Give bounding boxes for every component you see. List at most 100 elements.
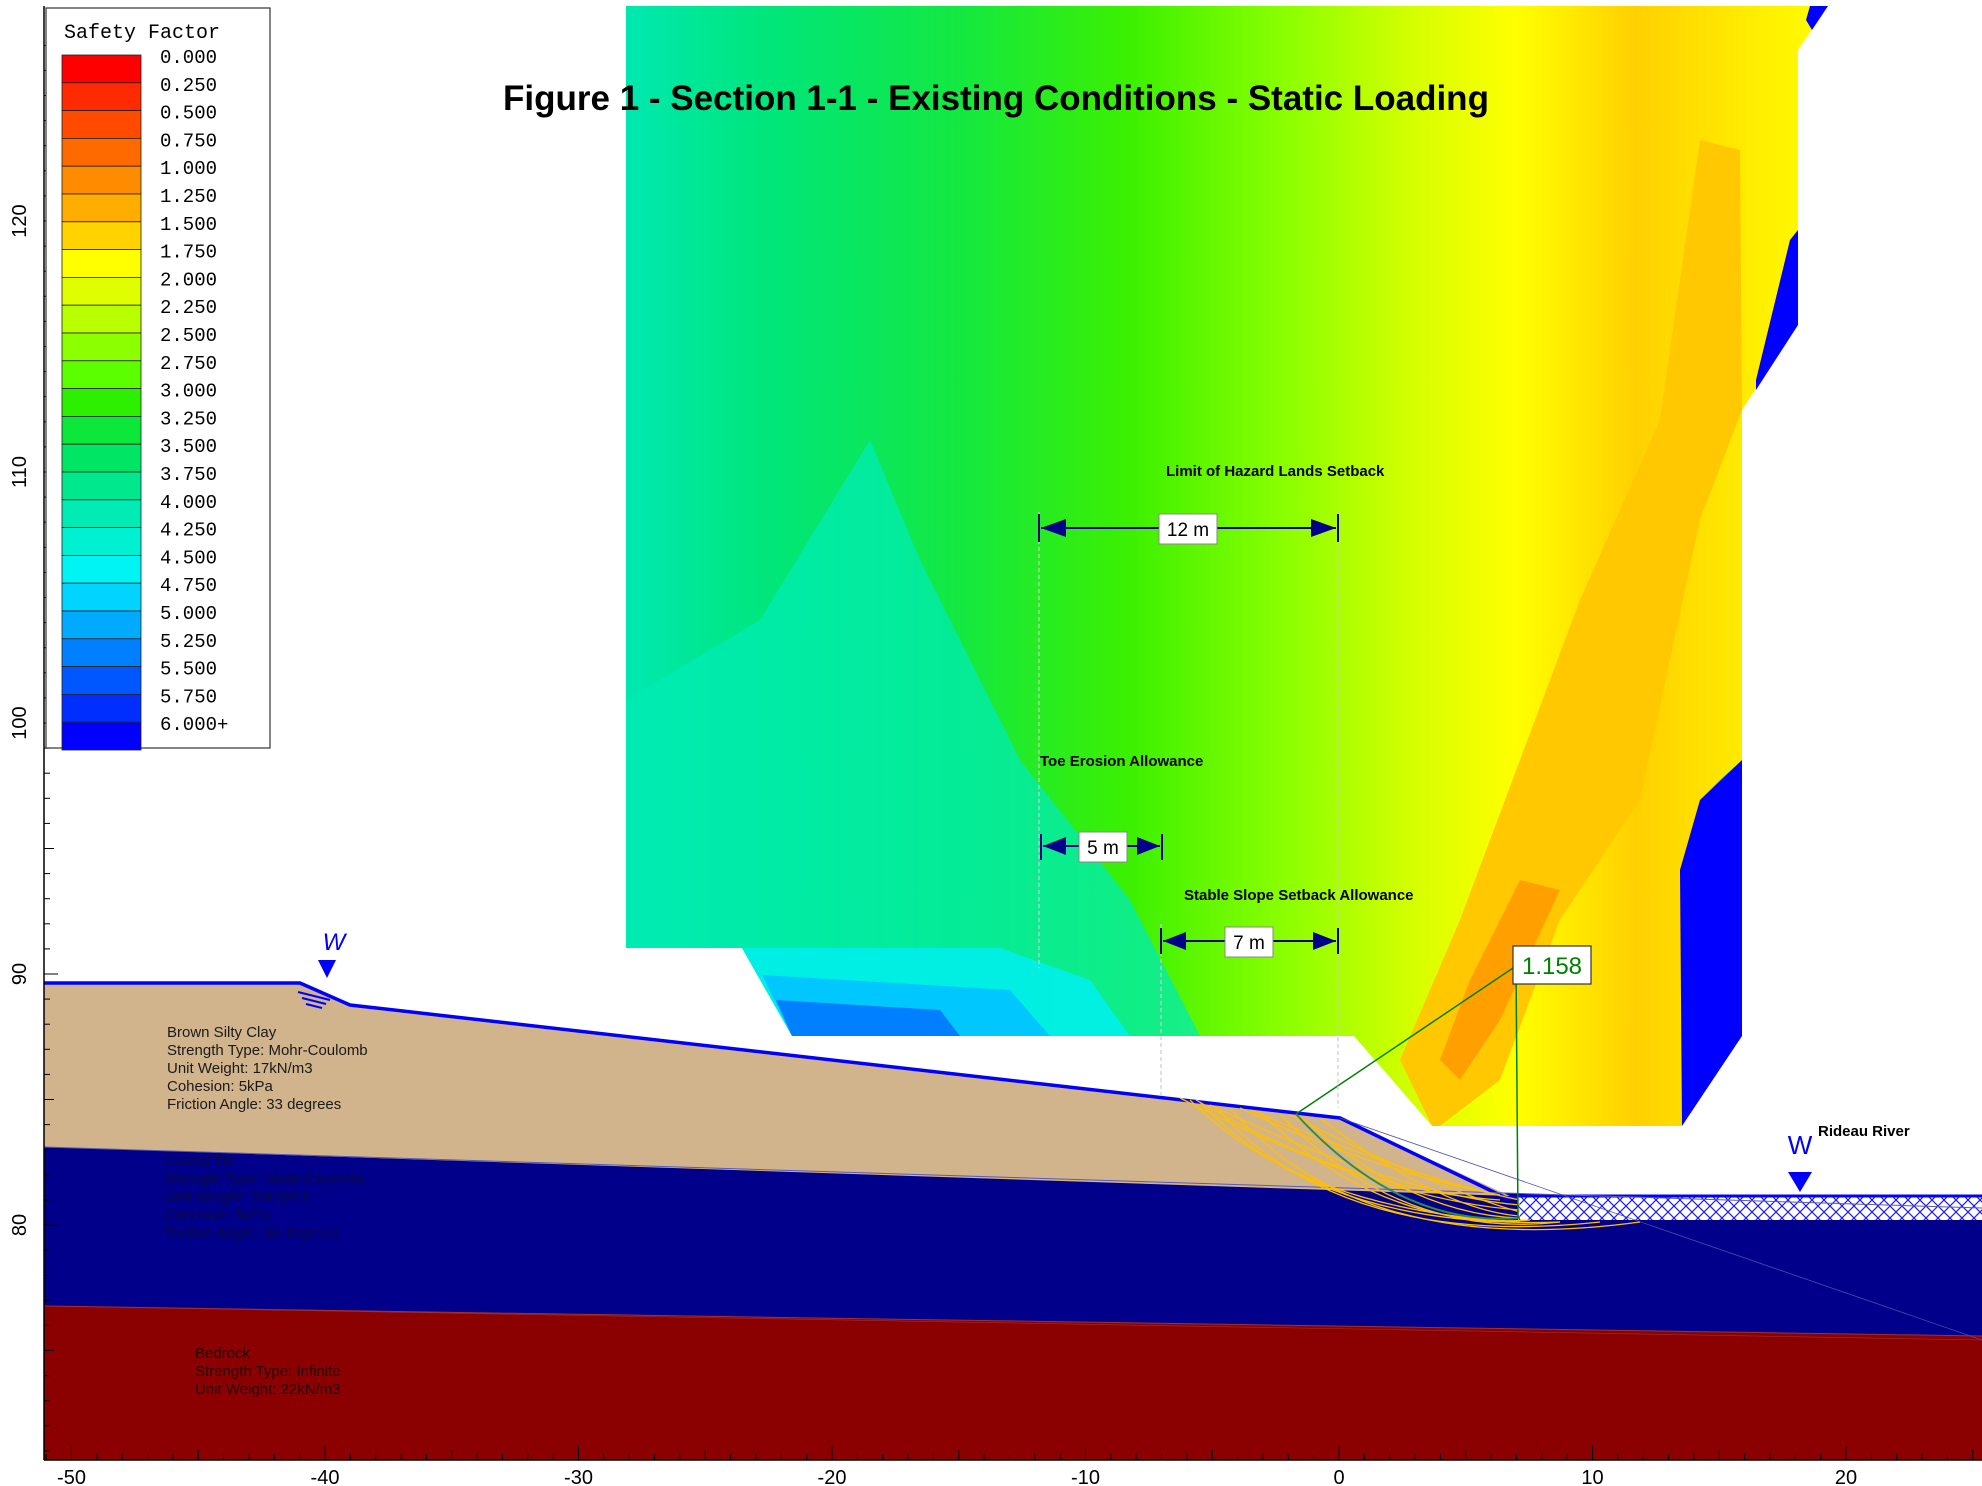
legend-label: 0.250 <box>160 75 217 97</box>
svg-text:Brown Silty Clay: Brown Silty Clay <box>167 1024 277 1041</box>
legend-label: 2.000 <box>160 269 217 291</box>
hazard-dim: 12 m <box>1167 520 1209 541</box>
legend-swatch <box>61 415 142 445</box>
bedrock-layer <box>44 1306 1982 1460</box>
legend-label: 5.750 <box>160 686 217 708</box>
legend-label: 0.750 <box>160 130 217 152</box>
river-label: Rideau River <box>1818 1123 1910 1140</box>
legend-swatch <box>61 193 142 223</box>
toe-erosion-dim: 5 m <box>1087 838 1119 859</box>
x-axis-tick-labels: -50 -40 -30 -20 -10 0 10 20 <box>57 1467 1857 1486</box>
legend-swatch <box>61 82 142 112</box>
y-axis-tick-labels: 80 90 100 110 120 <box>9 204 31 1236</box>
svg-text:Unit Weight: 22kN/m3: Unit Weight: 22kN/m3 <box>195 1381 341 1398</box>
legend-title: Safety Factor <box>64 22 220 45</box>
legend-label: 1.000 <box>160 158 217 180</box>
svg-text:Glacial Till: Glacial Till <box>164 1153 232 1170</box>
material-labels: Brown Silty Clay Strength Type: Mohr-Cou… <box>164 1024 368 1398</box>
min-fs-box <box>1512 945 1592 985</box>
legend-label: 4.500 <box>160 547 217 569</box>
x-tick-label: 0 <box>1333 1467 1344 1486</box>
y-tick-label: 80 <box>9 1214 31 1236</box>
figure-title: Figure 1 - Section 1-1 - Existing Condit… <box>503 79 1489 118</box>
bedrock-label: Bedrock Strength Type: Infinite Unit Wei… <box>195 1345 341 1398</box>
legend-label: 6.000+ <box>160 714 228 736</box>
legend-label: 4.250 <box>160 520 217 542</box>
left-water-marker: W <box>297 929 348 1009</box>
legend-label: 3.500 <box>160 436 217 458</box>
hazard-label: Limit of Hazard Lands Setback <box>1166 463 1385 480</box>
x-tick-label: -50 <box>57 1467 86 1486</box>
legend-label: 1.500 <box>160 214 217 236</box>
x-tick-label: -40 <box>311 1467 340 1486</box>
legend-label: 3.750 <box>160 464 217 486</box>
x-tick-label: 10 <box>1581 1467 1603 1486</box>
legend-label: 2.750 <box>160 353 217 375</box>
svg-text:Unit Weight: 17kN/m3: Unit Weight: 17kN/m3 <box>167 1060 313 1077</box>
slip-surfaces <box>1179 1097 1641 1231</box>
legend-swatch <box>61 443 142 473</box>
legend-swatch <box>61 388 142 417</box>
safety-factor-legend: Safety Factor 0.000 0.250 0.500 0.750 1.000 1… <box>45 7 271 751</box>
svg-text:Strength Type: Mohr-Coulomb: Strength Type: Mohr-Coulomb <box>164 1171 365 1188</box>
svg-text:Strength Type: Mohr-Coulomb: Strength Type: Mohr-Coulomb <box>167 1042 368 1059</box>
legend-swatch <box>61 137 142 167</box>
y-tick-label: 120 <box>9 204 31 237</box>
legend-swatch <box>61 666 142 695</box>
y-tick-label: 110 <box>9 456 31 488</box>
legend-label: 1.250 <box>160 186 217 208</box>
stable-slope-label: Stable Slope Setback Allowance <box>1184 887 1414 904</box>
svg-text:Unit Weight: 20kN/m3: Unit Weight: 20kN/m3 <box>164 1189 310 1206</box>
toe-erosion-label: Toe Erosion Allowance <box>1040 753 1203 770</box>
axes-frame: -50 -40 -30 -20 -10 0 10 20 80 90 100 110 120 <box>9 6 1982 1486</box>
x-tick-label: -30 <box>564 1467 593 1486</box>
svg-text:Friction Angle: 33 degrees: Friction Angle: 33 degrees <box>167 1096 341 1113</box>
brown-silty-clay-label: Brown Silty Clay Strength Type: Mohr-Cou… <box>167 1024 368 1113</box>
stable-slope-dim: 7 m <box>1233 933 1265 954</box>
legend-swatch <box>61 304 142 334</box>
legend-label: 4.000 <box>160 492 217 514</box>
legend-swatch <box>61 638 142 667</box>
y-tick-label: 90 <box>9 963 31 985</box>
x-tick-label: -10 <box>1071 1467 1100 1486</box>
legend-label: 3.000 <box>160 381 217 403</box>
legend-swatch <box>61 110 142 139</box>
left-water-symbol: W <box>323 929 348 956</box>
river-water-marker: W Rideau River <box>1788 1123 1910 1192</box>
x-tick-label: -20 <box>818 1467 847 1486</box>
setback-dimensions: Limit of Hazard Lands Setback 12 m Toe E… <box>1038 463 1414 1108</box>
legend-swatch <box>61 360 142 389</box>
legend-swatch <box>61 276 142 306</box>
legend-label: 0.000 <box>160 47 217 69</box>
svg-text:Cohesion: 5kPa: Cohesion: 5kPa <box>167 1078 274 1095</box>
legend-swatch <box>61 555 142 584</box>
legend-swatch <box>61 471 142 501</box>
legend-swatch <box>61 332 142 362</box>
legend-swatch <box>61 721 142 751</box>
legend-label: 5.000 <box>160 603 217 625</box>
brown-silty-clay-layer <box>44 983 1510 1196</box>
svg-text:Cohesion: 5kPa: Cohesion: 5kPa <box>164 1207 271 1224</box>
legend-swatch <box>61 582 142 612</box>
legend-swatch <box>61 499 142 528</box>
legend-swatch <box>61 694 142 723</box>
legend-swatch <box>61 221 142 251</box>
legend-swatch <box>61 527 142 556</box>
river-water-symbol: W <box>1788 1130 1813 1160</box>
y-tick-label: 100 <box>9 706 31 739</box>
legend-swatch <box>61 610 142 640</box>
legend-label: 4.750 <box>160 575 217 597</box>
x-axis-ticks <box>45 1446 1974 1460</box>
legend-label: 5.500 <box>160 659 217 681</box>
legend-label: 0.500 <box>160 103 217 125</box>
glacial-till-label: Glacial Till Strength Type: Mohr-Coulomb… <box>164 1153 365 1242</box>
svg-text:Strength Type: Infinite: Strength Type: Infinite <box>195 1363 341 1380</box>
min-fs-value: 1.158 <box>1522 953 1582 980</box>
legend-swatch <box>61 165 142 195</box>
legend-swatch <box>61 249 142 278</box>
legend-label: 3.250 <box>160 408 217 430</box>
critical-slip-surface: 1.158 <box>1295 945 1592 1220</box>
safety-factor-contour-grid <box>626 6 1828 1126</box>
legend-label: 2.500 <box>160 325 217 347</box>
